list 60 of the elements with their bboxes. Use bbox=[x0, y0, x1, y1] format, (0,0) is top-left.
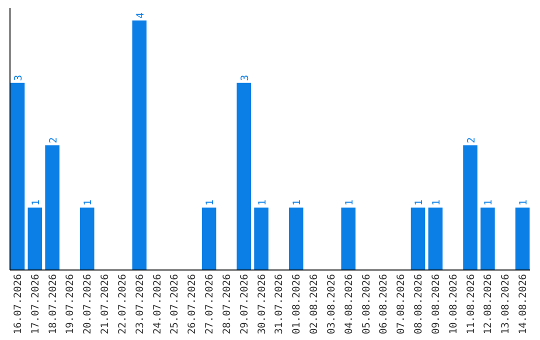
bar bbox=[10, 82, 25, 270]
data-label: 1 bbox=[30, 200, 42, 206]
data-label: 3 bbox=[240, 74, 251, 81]
bar bbox=[341, 208, 356, 270]
x-tick-label: 30.07.2026 bbox=[256, 274, 268, 334]
x-tick-label: 19.07.2026 bbox=[65, 274, 76, 334]
bar bbox=[28, 208, 42, 270]
data-label: 1 bbox=[257, 200, 268, 206]
x-tick-label: 21.07.2026 bbox=[100, 274, 112, 334]
bar bbox=[202, 208, 216, 270]
x-tick-label: 12.08.2026 bbox=[483, 274, 494, 334]
x-tick-label: 03.08.2026 bbox=[326, 274, 338, 334]
x-tick-label: 10.08.2026 bbox=[448, 274, 460, 334]
x-tick-label: 13.08.2026 bbox=[500, 274, 512, 334]
x-tick-label: 28.07.2026 bbox=[222, 274, 233, 334]
x-tick-label: 25.07.2026 bbox=[170, 274, 181, 334]
x-tick-label: 29.07.2026 bbox=[239, 274, 250, 334]
x-tick-label: 14.08.2026 bbox=[518, 274, 530, 334]
data-label: 1 bbox=[518, 200, 530, 206]
x-tick-label: 02.08.2026 bbox=[309, 274, 320, 334]
x-tick-label: 31.07.2026 bbox=[274, 274, 286, 334]
x-tick-label: 22.07.2026 bbox=[117, 274, 128, 334]
x-tick-label: 23.07.2026 bbox=[134, 274, 146, 334]
bar bbox=[45, 145, 60, 270]
x-tick-label: 08.08.2026 bbox=[414, 274, 425, 334]
data-label: 2 bbox=[48, 137, 60, 144]
x-tick-label: 05.08.2026 bbox=[361, 274, 372, 334]
x-tick-label: 09.08.2026 bbox=[430, 274, 442, 334]
x-tick-label: 04.08.2026 bbox=[344, 274, 355, 334]
data-label: 1 bbox=[83, 200, 94, 206]
x-tick-label: 17.07.2026 bbox=[30, 274, 42, 334]
data-label: 1 bbox=[431, 200, 442, 206]
data-label: 1 bbox=[344, 200, 356, 206]
data-label: 1 bbox=[205, 200, 216, 206]
data-label: 1 bbox=[414, 200, 426, 206]
bar bbox=[480, 208, 495, 270]
bar bbox=[132, 20, 147, 270]
bar bbox=[515, 208, 530, 270]
data-label: 4 bbox=[135, 12, 146, 18]
bar bbox=[288, 208, 304, 270]
data-label: 3 bbox=[13, 74, 24, 81]
x-tick-label: 07.08.2026 bbox=[396, 274, 408, 334]
x-tick-label: 16.07.2026 bbox=[12, 274, 24, 334]
x-tick-label: 27.07.2026 bbox=[204, 274, 216, 334]
x-tick-label: 11.08.2026 bbox=[466, 274, 477, 334]
bar bbox=[463, 145, 478, 270]
x-tick-label: 26.07.2026 bbox=[187, 274, 198, 334]
x-tick-label: 01.08.2026 bbox=[292, 274, 303, 334]
bar bbox=[428, 208, 443, 270]
x-tick-label: 20.07.2026 bbox=[82, 274, 94, 334]
x-tick-label: 24.07.2026 bbox=[152, 274, 164, 334]
x-tick-label: 06.08.2026 bbox=[378, 274, 390, 334]
bar bbox=[236, 82, 252, 270]
data-label: 2 bbox=[466, 137, 478, 144]
data-label: 1 bbox=[292, 200, 304, 206]
bar bbox=[254, 208, 268, 270]
x-tick-label: 18.07.2026 bbox=[48, 274, 59, 334]
data-label: 1 bbox=[484, 200, 495, 206]
bar bbox=[410, 208, 426, 270]
bar bbox=[80, 208, 94, 270]
